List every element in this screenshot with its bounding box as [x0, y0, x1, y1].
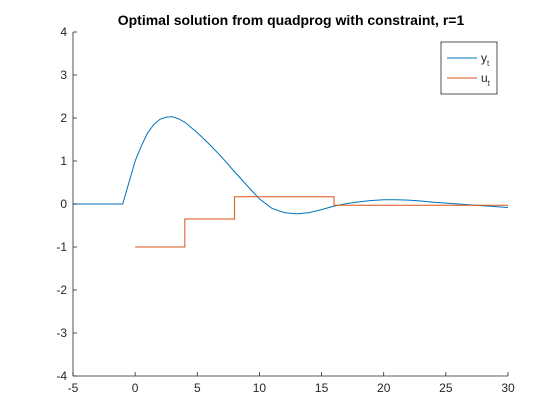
series-line-y	[73, 116, 509, 215]
x-tick-label: 10	[253, 381, 267, 395]
y-tick-label: 2	[60, 111, 67, 125]
y-tick-label: 4	[60, 25, 67, 39]
x-tick-label: 25	[439, 381, 453, 395]
y-tick-label: -4	[56, 369, 67, 383]
chart-title: Optimal solution from quadprog with cons…	[118, 12, 465, 28]
y-tick-label: 0	[60, 197, 67, 211]
axes: -5 0 5 10 15 20 25 30 -4 -3 -2 -1 0 1 2 3 4	[56, 25, 515, 395]
x-tick-label: -5	[68, 381, 79, 395]
y-tick-label: -2	[56, 283, 67, 297]
legend: yt ut	[440, 41, 498, 95]
legend-label-u-main: u	[481, 71, 488, 85]
x-tick-label: 0	[132, 381, 139, 395]
y-tick-label: 1	[60, 154, 67, 168]
series-line-u	[135, 196, 508, 248]
legend-label-y-main: y	[481, 51, 487, 65]
x-tick-label: 20	[377, 381, 391, 395]
x-tick-label: 5	[194, 381, 201, 395]
legend-label-y-sub: t	[487, 59, 490, 68]
series-layer	[73, 116, 509, 248]
legend-box	[440, 41, 498, 95]
y-tick-label: -3	[56, 326, 67, 340]
plot-area	[73, 32, 508, 376]
y-tick-label: -1	[56, 240, 67, 254]
legend-label-u: ut	[481, 71, 491, 88]
y-tick-label: 3	[60, 68, 67, 82]
x-tick-label: 15	[315, 381, 329, 395]
legend-label-u-sub: t	[488, 79, 491, 88]
x-tick-label: 30	[501, 381, 515, 395]
legend-label-y: yt	[481, 51, 490, 68]
